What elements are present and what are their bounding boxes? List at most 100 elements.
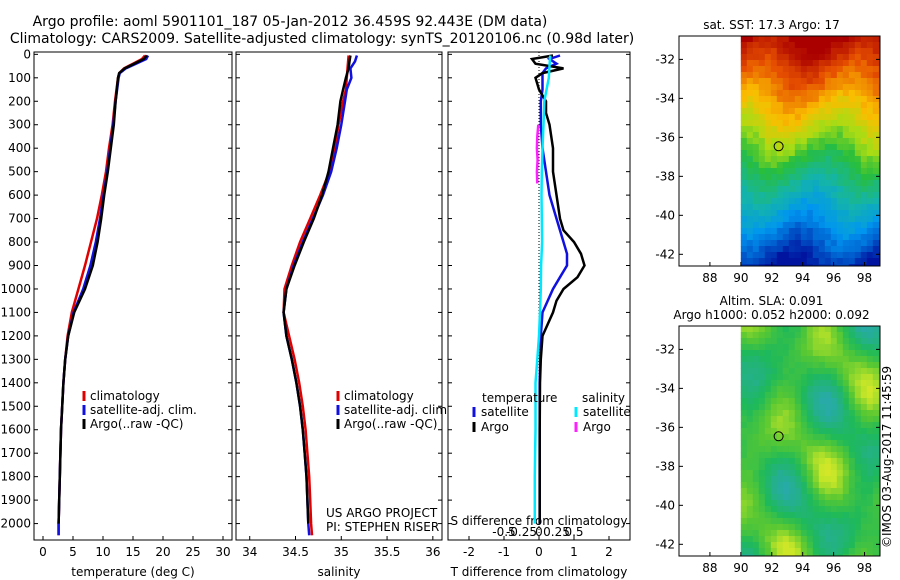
map-cell	[806, 392, 814, 399]
map-cell	[812, 138, 820, 145]
map-cell	[866, 138, 874, 145]
map-cell	[800, 506, 808, 513]
map-cell	[812, 252, 820, 259]
map-cell	[788, 210, 796, 217]
map-cell	[746, 108, 754, 115]
map-cell	[806, 464, 814, 471]
map-cell	[836, 404, 844, 411]
map-cell	[830, 174, 838, 181]
map-cell	[806, 78, 814, 85]
map-cell	[764, 96, 772, 103]
map-cell	[818, 228, 826, 235]
map-cell	[872, 90, 880, 97]
map-cell	[794, 150, 802, 157]
map-cell	[746, 60, 754, 67]
map-cell	[776, 494, 784, 501]
map-cell	[782, 344, 790, 351]
map-cell	[842, 524, 850, 531]
map-cell	[806, 204, 814, 211]
map-cell	[842, 192, 850, 199]
map-cell	[800, 524, 808, 531]
map-cell	[824, 434, 832, 441]
map-cell	[806, 554, 814, 557]
depth-tick-label: 1500	[0, 399, 31, 413]
map-cell	[818, 440, 826, 447]
map-cell	[818, 162, 826, 169]
map-cell	[806, 548, 814, 555]
map-cell	[872, 180, 880, 187]
map-cell	[824, 344, 832, 351]
map-cell	[782, 500, 790, 507]
map-cell	[854, 542, 862, 549]
map-cell	[866, 126, 874, 133]
map-cell	[830, 72, 838, 79]
map-cell	[800, 216, 808, 223]
map-cell	[818, 204, 826, 211]
map-cell	[746, 356, 754, 363]
map-cell	[872, 168, 880, 175]
map-cell	[740, 186, 748, 193]
map-cell	[842, 90, 850, 97]
map-cell	[812, 548, 820, 555]
map-cell	[764, 216, 772, 223]
map-cell	[782, 264, 790, 267]
map-cell	[866, 458, 874, 465]
map-cell	[818, 548, 826, 555]
map-cell	[836, 392, 844, 399]
map-cell	[746, 476, 754, 483]
map-cell	[818, 156, 826, 163]
map-cell	[824, 452, 832, 459]
map-cell	[764, 416, 772, 423]
map-cell	[752, 66, 760, 73]
map-cell	[776, 506, 784, 513]
map-cell	[740, 404, 748, 411]
map-cell	[770, 102, 778, 109]
map-cell	[782, 458, 790, 465]
map-cell	[812, 410, 820, 417]
map-cell	[818, 464, 826, 471]
map-cell	[764, 132, 772, 139]
map-cell	[806, 422, 814, 429]
map-cell	[764, 386, 772, 393]
map-cell	[872, 198, 880, 205]
map-cell	[848, 144, 856, 151]
map-cell	[746, 344, 754, 351]
map-cell	[812, 350, 820, 357]
map-cell	[842, 168, 850, 175]
map-cell	[764, 258, 772, 265]
map-cell	[824, 36, 832, 43]
map-cell	[770, 210, 778, 217]
map-cell	[806, 222, 814, 229]
map-cell	[788, 476, 796, 483]
map-cell	[872, 404, 880, 411]
map-cell	[770, 180, 778, 187]
map-cell	[770, 186, 778, 193]
map-cell	[836, 180, 844, 187]
map-cell	[782, 126, 790, 133]
map-cell	[830, 114, 838, 121]
map-cell	[746, 530, 754, 537]
map-cell	[794, 404, 802, 411]
map-cell	[818, 72, 826, 79]
map-cell	[758, 494, 766, 501]
map-cell	[758, 36, 766, 43]
map-cell	[746, 500, 754, 507]
map-cell	[848, 204, 856, 211]
map-cell	[794, 102, 802, 109]
map-cell	[770, 356, 778, 363]
map-cell	[812, 464, 820, 471]
lon-tick-label: 90	[733, 271, 748, 285]
map-cell	[848, 512, 856, 519]
map-cell	[746, 428, 754, 435]
map-cell	[842, 332, 850, 339]
map-cell	[764, 42, 772, 49]
map-cell	[812, 326, 820, 333]
map-cell	[752, 264, 760, 267]
map-cell	[752, 452, 760, 459]
map-cell	[740, 332, 748, 339]
map-cell	[812, 518, 820, 525]
map-cell	[824, 96, 832, 103]
map-cell	[758, 410, 766, 417]
map-cell	[752, 186, 760, 193]
map-cell	[830, 476, 838, 483]
